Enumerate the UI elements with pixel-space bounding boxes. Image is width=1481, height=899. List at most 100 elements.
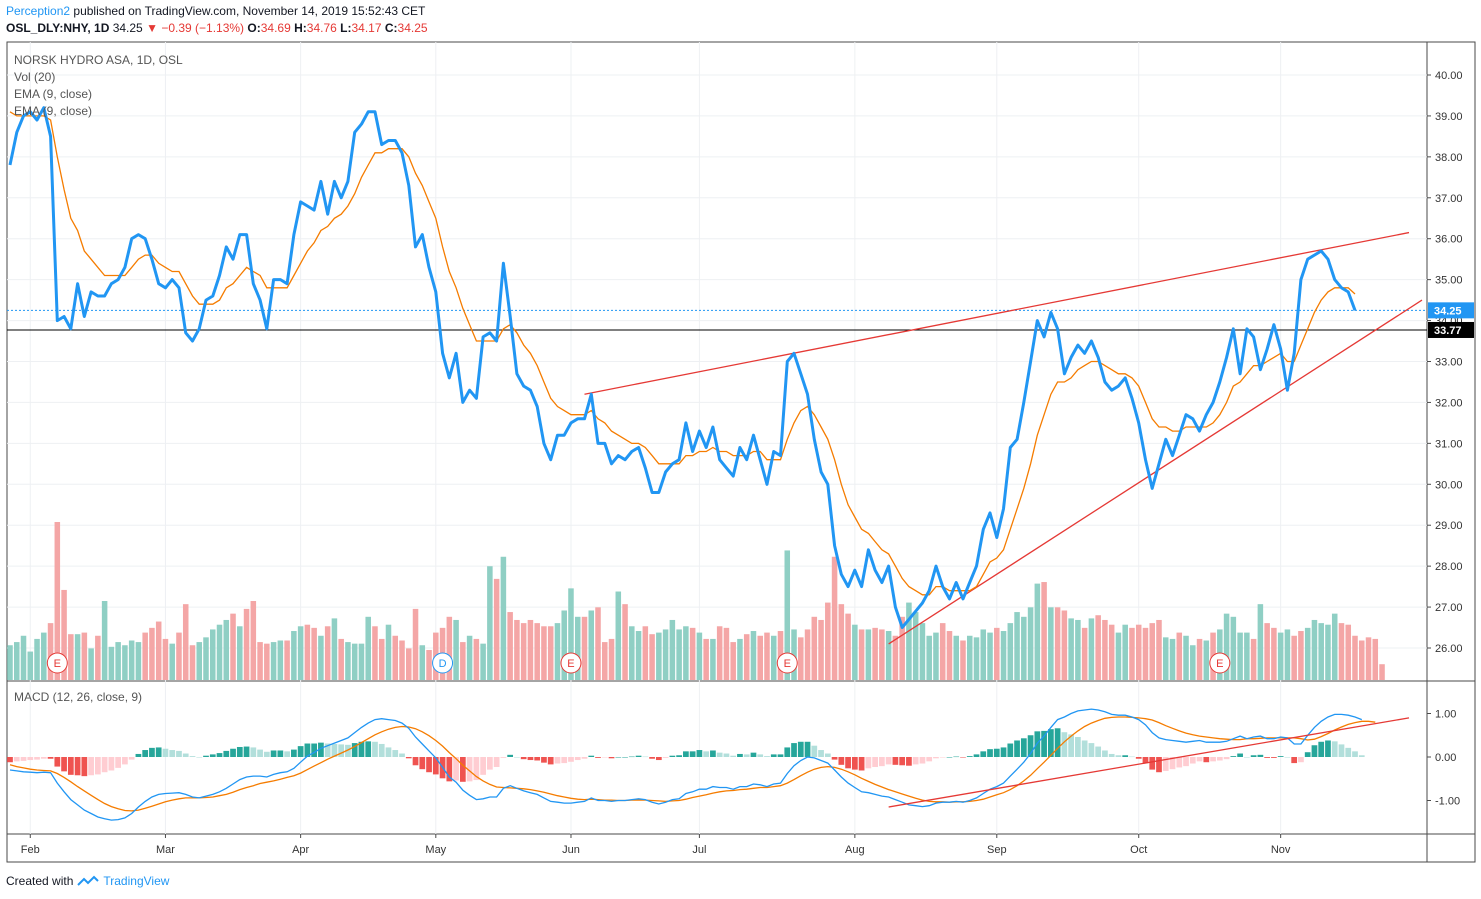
macd-histogram-bar xyxy=(1291,757,1298,764)
legend-macd[interactable]: MACD (12, 26, close, 9) xyxy=(14,690,143,704)
last-price-tag: 34.25 xyxy=(1428,302,1474,319)
volume-bar xyxy=(1169,638,1176,680)
volume-bar xyxy=(892,635,899,680)
event-marker-circle xyxy=(1209,652,1231,674)
volume-bar xyxy=(527,619,534,680)
volume-bar xyxy=(473,638,480,680)
macd-histogram-bar xyxy=(196,757,203,758)
macd-histogram-bar xyxy=(230,748,236,757)
macd-histogram-bar xyxy=(858,757,865,771)
macd-histogram-bar xyxy=(1237,753,1243,757)
macd-histogram-bar xyxy=(622,757,628,758)
volume-bar xyxy=(460,642,466,680)
volume-bar xyxy=(1203,640,1210,680)
tradingview-brand[interactable]: TradingView xyxy=(103,874,170,888)
symbol-line: OSL_DLY:NHY, 1D 34.25 ▼ −0.39 (−1.13%) O… xyxy=(6,21,428,35)
volume-bar xyxy=(1372,638,1379,680)
macd-histogram-bar xyxy=(392,750,399,757)
tradingview-logo-icon xyxy=(77,875,100,886)
macd-histogram-bar xyxy=(405,757,412,759)
macd-histogram-bar xyxy=(1203,757,1210,763)
volume-bar xyxy=(852,624,858,680)
volume-bar xyxy=(750,631,757,680)
macd-histogram-bar xyxy=(149,747,155,757)
volume-bar xyxy=(20,635,27,680)
macd-histogram-bar xyxy=(534,757,541,761)
legend-ema-1[interactable]: EMA (9, close) xyxy=(14,87,93,101)
event-marker-label: E xyxy=(784,658,791,670)
macd-histogram-bar xyxy=(872,757,878,768)
macd-histogram-bar xyxy=(1358,755,1365,757)
volume-bar xyxy=(169,643,175,680)
volume-bar xyxy=(980,629,987,680)
legend-ema-2[interactable]: EMA (9, close) xyxy=(14,104,93,118)
macd-histogram-bar xyxy=(1108,753,1115,757)
volume-bar xyxy=(662,629,669,680)
volume-bar xyxy=(34,638,40,680)
volume-bar xyxy=(1149,623,1155,680)
event-marker-label: D xyxy=(439,658,447,670)
macd-histogram-bar xyxy=(1095,746,1102,757)
volume-bar xyxy=(1345,624,1352,680)
price-tick-label: 37.00 xyxy=(1435,193,1463,205)
volume-bar xyxy=(500,556,507,680)
volume-bar xyxy=(1122,624,1128,680)
volume-bar xyxy=(1142,627,1149,680)
macd-histogram-bar xyxy=(1135,757,1142,759)
macd-histogram-bar xyxy=(324,743,331,757)
macd-histogram-bar xyxy=(1223,757,1230,760)
macd-histogram-bar xyxy=(1189,757,1196,764)
month-tick-label: Sep xyxy=(987,844,1007,856)
month-tick-label: Jun xyxy=(562,844,580,856)
macd-histogram-bar xyxy=(432,757,439,775)
macd-histogram-bar xyxy=(865,757,872,769)
macd-histogram-bar xyxy=(81,757,88,777)
volume-bar xyxy=(804,629,811,680)
volume-bar xyxy=(324,626,331,680)
macd-histogram-bar xyxy=(1000,747,1007,757)
volume-bar xyxy=(919,623,926,680)
macd-histogram-bar xyxy=(615,757,622,758)
macd-histogram-bar xyxy=(1196,757,1203,762)
macd-histogram-bar xyxy=(304,743,311,757)
event-marker-circle xyxy=(776,652,798,674)
volume-bar xyxy=(1135,624,1142,680)
macd-histogram-bar xyxy=(757,754,764,757)
macd-histogram-bar xyxy=(13,757,20,762)
author-link[interactable]: Perception2 xyxy=(6,4,71,18)
macd-histogram-bar xyxy=(108,757,115,771)
month-tick-label: May xyxy=(425,844,446,856)
volume-bar xyxy=(1108,624,1115,680)
volume-bars xyxy=(7,522,1385,680)
macd-histogram-bar xyxy=(676,755,682,757)
volume-bar xyxy=(608,638,615,680)
macd-histogram-bar xyxy=(912,757,919,765)
macd-histogram-bar xyxy=(797,741,804,757)
volume-bar xyxy=(899,616,905,680)
macd-histogram-bar xyxy=(250,747,257,757)
volume-bar xyxy=(210,629,216,680)
macd-histogram-bar xyxy=(811,745,818,757)
macd-histogram-bar xyxy=(1081,740,1088,757)
macd-histogram-bar xyxy=(595,757,601,758)
month-tick-label: Jul xyxy=(692,844,706,856)
event-marker: E xyxy=(560,652,582,674)
macd-histogram-bar xyxy=(459,757,466,782)
footer: Created with TradingView xyxy=(6,874,169,888)
volume-bar xyxy=(1007,623,1014,680)
upper-trendline xyxy=(584,231,1410,395)
macd-histogram-bar xyxy=(845,757,851,769)
volume-bar xyxy=(1237,632,1243,680)
macd-histogram-bar xyxy=(683,751,689,757)
macd-histogram-bar xyxy=(209,754,216,757)
volume-bar xyxy=(710,638,716,680)
macd-histogram-bar xyxy=(838,757,845,765)
volume-bar xyxy=(547,626,554,680)
legend-volume[interactable]: Vol (20) xyxy=(14,70,56,84)
macd-histogram-bar xyxy=(1088,743,1095,757)
volume-bar xyxy=(41,632,47,680)
volume-bar xyxy=(128,640,135,680)
volume-bar xyxy=(588,610,595,680)
volume-bar xyxy=(737,638,743,680)
